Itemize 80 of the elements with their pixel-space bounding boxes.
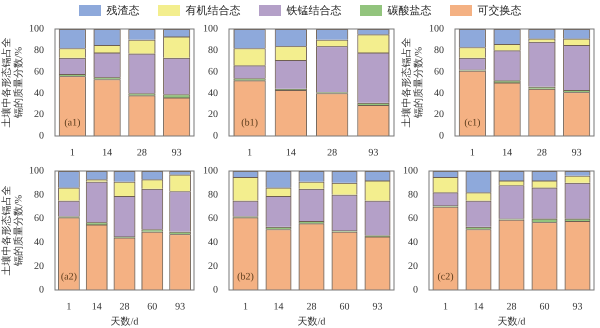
- y-tick-label: 80: [34, 45, 44, 56]
- y-tick-label: 20: [34, 260, 44, 272]
- x-tick-label: 28: [306, 302, 316, 313]
- y-tick-label: 0: [39, 130, 44, 142]
- x-tick-label: 14: [274, 302, 284, 313]
- y-tick-label: 60: [208, 66, 218, 78]
- x-tick-label: 93: [368, 148, 378, 159]
- y-tick-label: 20: [34, 109, 44, 120]
- y-tick-label: 100: [29, 24, 44, 35]
- legend-label: 碳酸盐态: [388, 4, 432, 18]
- x-tick-label: 93: [572, 148, 582, 159]
- y-tick-label: 80: [208, 189, 218, 200]
- x-tick-label: 28: [536, 148, 547, 159]
- x-tick-label: 60: [340, 302, 350, 313]
- x-tick-label: 93: [372, 302, 382, 313]
- x-tick-label: 28: [327, 148, 338, 159]
- legend-label: 铁锰结合态: [286, 4, 342, 18]
- y-tick-label: 80: [434, 45, 444, 56]
- y-tick-label: 20: [434, 109, 444, 120]
- y-tick-label: 40: [208, 88, 218, 99]
- x-axis-title: 天数/d: [298, 316, 326, 328]
- y-tick-label: 60: [208, 213, 218, 224]
- x-tick-label: 1: [470, 148, 475, 159]
- x-tick-label: 60: [147, 302, 158, 313]
- x-tick-label: 14: [502, 148, 512, 159]
- annotation: (a2): [60, 272, 77, 283]
- annotation: (c2): [437, 272, 454, 283]
- y-tick-label: 60: [34, 213, 44, 224]
- x-tick-label: 14: [474, 302, 484, 313]
- legend-label: 残渣态: [106, 4, 140, 18]
- x-tick-label: 60: [540, 302, 550, 313]
- y-axis-title: 土壤中各形态镉占全镉的质量分数/%: [400, 38, 425, 128]
- y-tick-label: 100: [203, 166, 218, 177]
- y-tick-label: 60: [408, 213, 418, 224]
- annotation: (c1): [464, 118, 480, 129]
- y-tick-label: 100: [203, 24, 218, 35]
- y-tick-label: 0: [213, 130, 218, 142]
- x-tick-label: 14: [102, 148, 112, 159]
- y-tick-label: 0: [39, 284, 44, 296]
- x-tick-label: 14: [286, 148, 296, 159]
- y-tick-label: 40: [34, 237, 44, 248]
- y-axis-title: 土壤中各形态镉占全镉的质量分数/%: [0, 38, 25, 128]
- y-tick-label: 60: [34, 66, 44, 78]
- x-tick-label: 28: [506, 302, 516, 313]
- x-tick-label: 28: [120, 302, 130, 313]
- annotation: (b1): [241, 118, 258, 129]
- x-tick-label: 14: [92, 302, 102, 313]
- y-axis-title: 土壤中各形态镉占全镉的质量分数/%: [0, 186, 25, 276]
- legend-label: 可交换态: [478, 4, 522, 18]
- y-tick-label: 100: [29, 166, 44, 177]
- x-tick-label: 93: [572, 302, 582, 313]
- legend-label: 有机结合态: [186, 4, 240, 18]
- x-tick-label: 93: [175, 302, 186, 313]
- x-tick-label: 1: [443, 302, 448, 313]
- y-tick-label: 40: [34, 88, 44, 99]
- y-tick-label: 80: [408, 189, 418, 200]
- annotation: (b2): [237, 272, 254, 283]
- y-tick-label: 20: [208, 109, 218, 120]
- y-tick-label: 0: [413, 284, 418, 296]
- x-tick-label: 1: [247, 148, 252, 159]
- annotation: (a1): [64, 118, 80, 129]
- x-tick-label: 1: [66, 302, 72, 313]
- x-tick-label: 93: [172, 148, 182, 159]
- x-tick-label: 28: [136, 148, 147, 159]
- y-tick-label: 80: [34, 189, 44, 200]
- y-tick-label: 40: [208, 237, 218, 248]
- y-tick-label: 20: [208, 260, 218, 272]
- y-tick-label: 20: [408, 260, 418, 272]
- x-tick-label: 1: [243, 302, 248, 313]
- x-tick-label: 1: [70, 148, 75, 159]
- x-axis-title: 天数/d: [110, 316, 138, 328]
- y-tick-label: 40: [408, 237, 418, 248]
- y-tick-label: 40: [434, 88, 444, 99]
- y-tick-label: 60: [434, 66, 444, 78]
- x-axis-title: 天数/d: [498, 316, 526, 328]
- y-tick-label: 100: [429, 24, 444, 35]
- y-tick-label: 0: [439, 130, 444, 142]
- y-tick-label: 0: [213, 284, 218, 296]
- y-tick-label: 80: [208, 45, 218, 56]
- y-tick-label: 100: [403, 166, 418, 177]
